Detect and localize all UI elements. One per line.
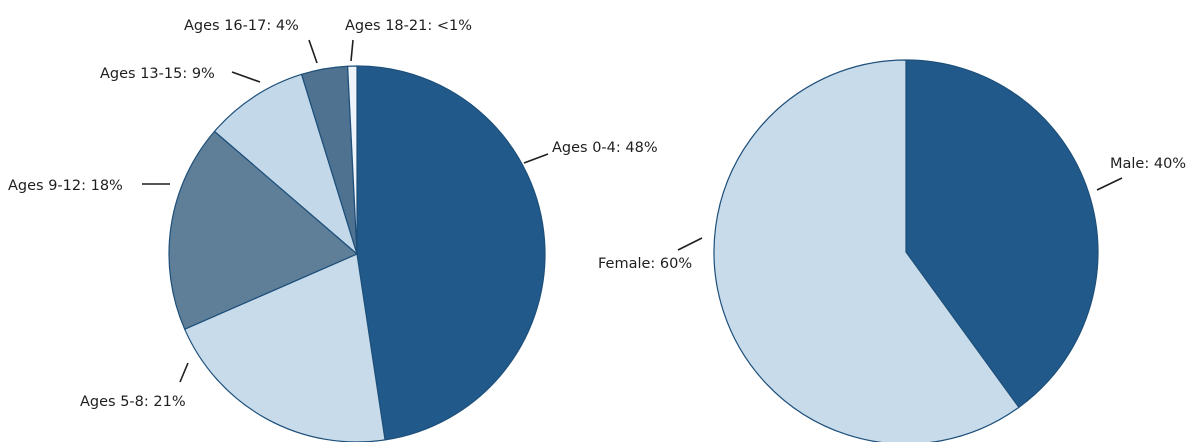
leader-line-ages-13-15 (231, 71, 261, 83)
label-ages-5-8: Ages 5-8: 21% (80, 394, 186, 410)
label-female: Female: 60% (598, 256, 692, 272)
pie-slice-female (713, 59, 1020, 442)
leader-line-ages-5-8 (179, 362, 189, 383)
label-ages-18-21: Ages 18-21: <1% (345, 18, 472, 34)
pie-slice-male (905, 59, 1099, 408)
label-ages-13-15: Ages 13-15: 9% (100, 66, 215, 82)
pie-slice-ages-9-12 (168, 130, 358, 330)
label-ages-9-12: Ages 9-12: 18% (8, 178, 123, 194)
age-pie-chart: Ages 0-4: 48% Ages 5-8: 21% Ages 9-12: 1… (8, 18, 658, 442)
leader-line-male (1096, 177, 1123, 191)
leader-line-female (677, 237, 703, 251)
gender-pie-chart: Male: 40% Female: 60% (598, 59, 1186, 442)
pie-slice-ages-13-15 (213, 73, 358, 255)
pie-slice-ages-0-4 (356, 65, 546, 441)
leader-line-ages-16-17 (308, 39, 318, 64)
leader-line-ages-0-4 (523, 153, 549, 164)
leader-line-ages-18-21 (350, 39, 354, 62)
label-ages-16-17: Ages 16-17: 4% (184, 18, 299, 34)
pie-slice-ages-18-21 (347, 65, 358, 255)
label-ages-0-4: Ages 0-4: 48% (552, 140, 658, 156)
label-male: Male: 40% (1110, 156, 1186, 172)
